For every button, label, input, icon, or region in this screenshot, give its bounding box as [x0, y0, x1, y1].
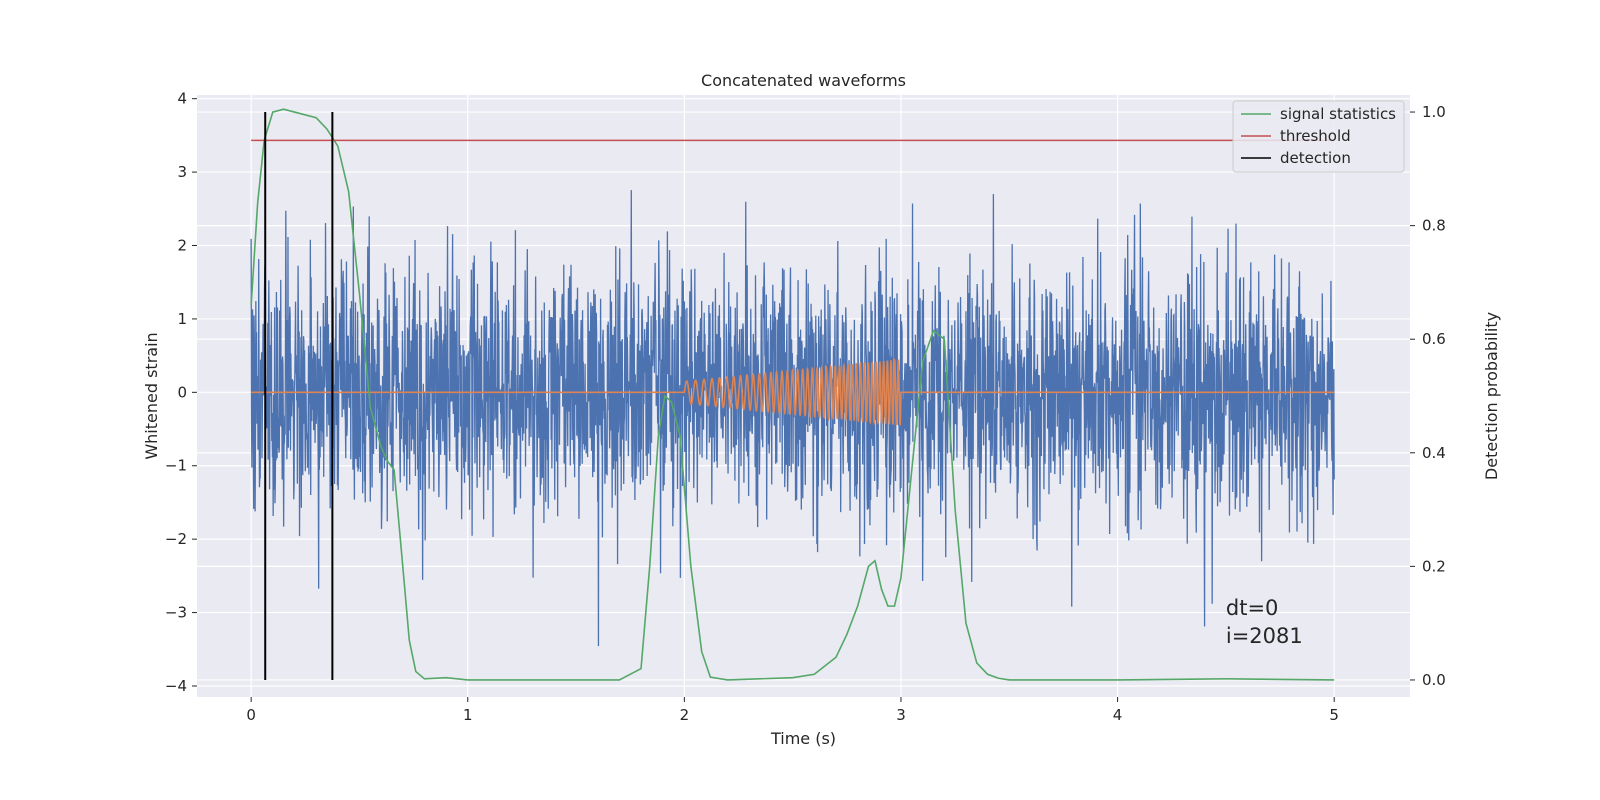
- signal-statistics-line: [250, 108, 1335, 681]
- legend-label-threshold: threshold: [1280, 127, 1351, 145]
- y-tick-label: −3: [165, 604, 187, 622]
- legend-label-signal-statistics: signal statistics: [1280, 105, 1396, 123]
- y2-tick-label: 0.0: [1422, 671, 1446, 689]
- y-tick-label: −4: [165, 677, 187, 695]
- y2-tick-label: 0.4: [1422, 444, 1446, 462]
- legend-box: [1232, 100, 1405, 173]
- y2-tick-label: 0.6: [1422, 330, 1446, 348]
- y-tick-label: −2: [165, 530, 187, 548]
- y-tick-label: 0: [177, 383, 187, 401]
- y2-axis-label: Detection probability: [1482, 312, 1501, 480]
- injected-signal-line: [251, 357, 1335, 426]
- x-axis-ticks: 0 1 2 3 4 5: [246, 697, 1339, 724]
- y2-tick-label: 0.8: [1422, 217, 1446, 235]
- y-tick-label: 1: [177, 310, 187, 328]
- x-tick-label: 4: [1113, 706, 1123, 724]
- y-tick-label: 2: [177, 237, 187, 255]
- x-tick-label: 1: [463, 706, 473, 724]
- chart-title: Concatenated waveforms: [701, 71, 906, 90]
- y-tick-label: 3: [177, 163, 187, 181]
- y-tick-label: −1: [165, 457, 187, 475]
- y-tick-label: 4: [177, 90, 187, 108]
- legend: signal statistics threshold detection: [1232, 100, 1405, 173]
- y-axis-ticks: −4 −3 −2 −1 0 1 2 3 4: [165, 90, 197, 695]
- x-tick-label: 2: [680, 706, 690, 724]
- y-axis-label: Whitened strain: [142, 332, 161, 459]
- data-layer: [250, 108, 1335, 681]
- noise-series-line: [250, 190, 1335, 647]
- y2-tick-label: 1.0: [1422, 103, 1446, 121]
- annotation-dt: dt=0: [1226, 596, 1279, 620]
- y2-axis-ticks: 0.0 0.2 0.4 0.6 0.8 1.0: [1410, 103, 1446, 689]
- y2-tick-label: 0.2: [1422, 557, 1446, 575]
- x-tick-label: 5: [1329, 706, 1339, 724]
- legend-label-detection: detection: [1280, 149, 1351, 167]
- x-axis-label: Time (s): [770, 729, 836, 748]
- x-tick-label: 0: [246, 706, 256, 724]
- detection-lines: [264, 112, 334, 680]
- x-tick-label: 3: [896, 706, 906, 724]
- annotation-index: i=2081: [1226, 624, 1303, 648]
